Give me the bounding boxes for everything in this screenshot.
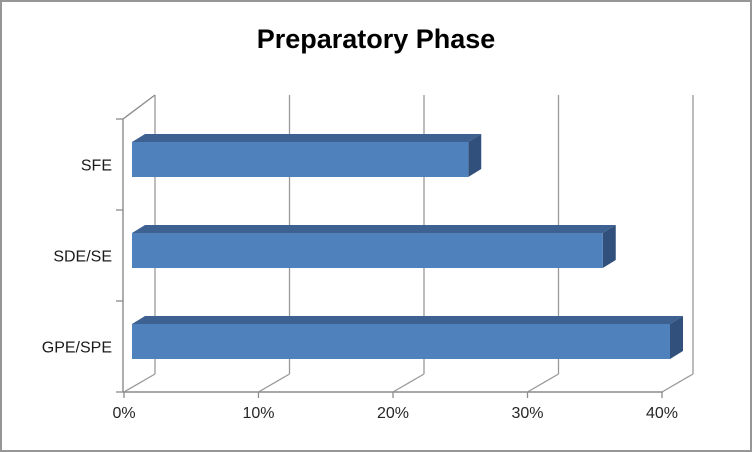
category-label: SDE/SE [53, 249, 112, 266]
x-tick-label: 0% [112, 405, 135, 422]
bar-gpe-spe [132, 316, 683, 359]
gridline-floor-40% [661, 373, 694, 393]
bar-sfe [132, 134, 482, 177]
x-tick-label: 20% [377, 405, 409, 422]
chart-title: Preparatory Phase [256, 24, 496, 54]
bar-front-face [132, 324, 670, 359]
gridline-floor-20% [392, 373, 425, 393]
bar-end-face [468, 134, 482, 177]
gridline-floor-30% [527, 373, 559, 393]
x-tick-label: 10% [242, 405, 274, 422]
bar-front-face [132, 142, 469, 177]
bar-top-face [132, 225, 616, 233]
x-tick-label: 40% [646, 405, 678, 422]
category-label: GPE/SPE [42, 340, 112, 357]
y-axis-depth-edge [122, 94, 156, 120]
bar-end-face [602, 225, 616, 268]
x-tick-label: 30% [511, 405, 543, 422]
bar-sde-se [132, 225, 616, 268]
bar-top-face [132, 316, 683, 324]
category-label: SFE [81, 158, 112, 175]
bar-end-face [670, 316, 683, 359]
gridline-floor-10% [258, 373, 290, 393]
bar-front-face [132, 233, 603, 268]
bar-top-face [132, 134, 482, 142]
gridline-floor-0% [123, 373, 156, 393]
